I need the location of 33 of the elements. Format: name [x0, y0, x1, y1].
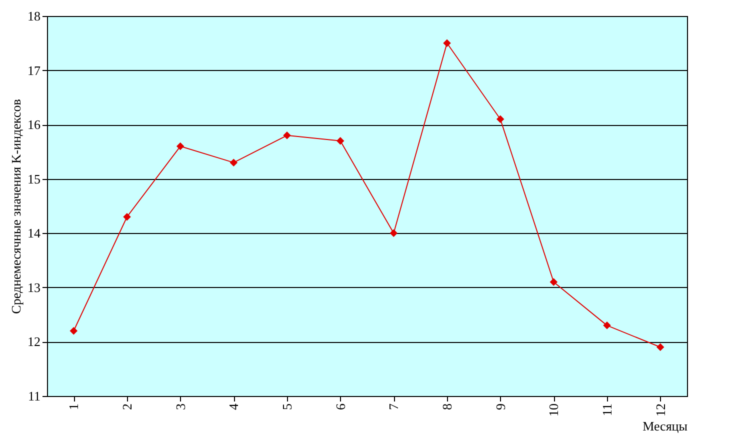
y-tick-label: 18: [28, 8, 40, 24]
x-tick-label: 10: [546, 404, 562, 416]
point: [70, 326, 78, 335]
point: [176, 142, 184, 150]
x-tick-label: 8: [440, 404, 454, 410]
x-tick-label: 6: [332, 403, 348, 410]
y-tick-label: 13: [28, 280, 40, 295]
y-tick-label: 17: [28, 62, 41, 78]
x-tick-label: 5: [280, 404, 294, 410]
point: [603, 322, 611, 330]
y-tick-label: 14: [28, 226, 41, 241]
y-tick-label: 16: [28, 117, 41, 132]
point: [230, 158, 238, 166]
x-tick-label: 12: [652, 404, 668, 416]
x-tick-label: 1: [66, 404, 82, 410]
x-tick-label: 3: [172, 404, 188, 410]
x-axis-title: Месяцы: [642, 418, 688, 434]
point: [656, 343, 664, 352]
x-tick-label: 4: [226, 403, 242, 410]
point: [443, 39, 451, 48]
y-tick-label: 15: [28, 171, 40, 186]
x-tick-label: 11: [600, 404, 614, 416]
y-axis-title: Среднемесячные значения K-индексов: [8, 99, 24, 314]
y-tick-label: 12: [28, 334, 40, 350]
point: [550, 278, 558, 286]
point: [390, 229, 398, 238]
x-tick-label: 7: [386, 403, 402, 410]
x-tick-label: 9: [492, 404, 508, 410]
point: [123, 212, 131, 221]
point: [336, 136, 344, 145]
point: [283, 132, 291, 140]
point: [496, 115, 504, 124]
x-tick-label: 2: [120, 404, 134, 410]
